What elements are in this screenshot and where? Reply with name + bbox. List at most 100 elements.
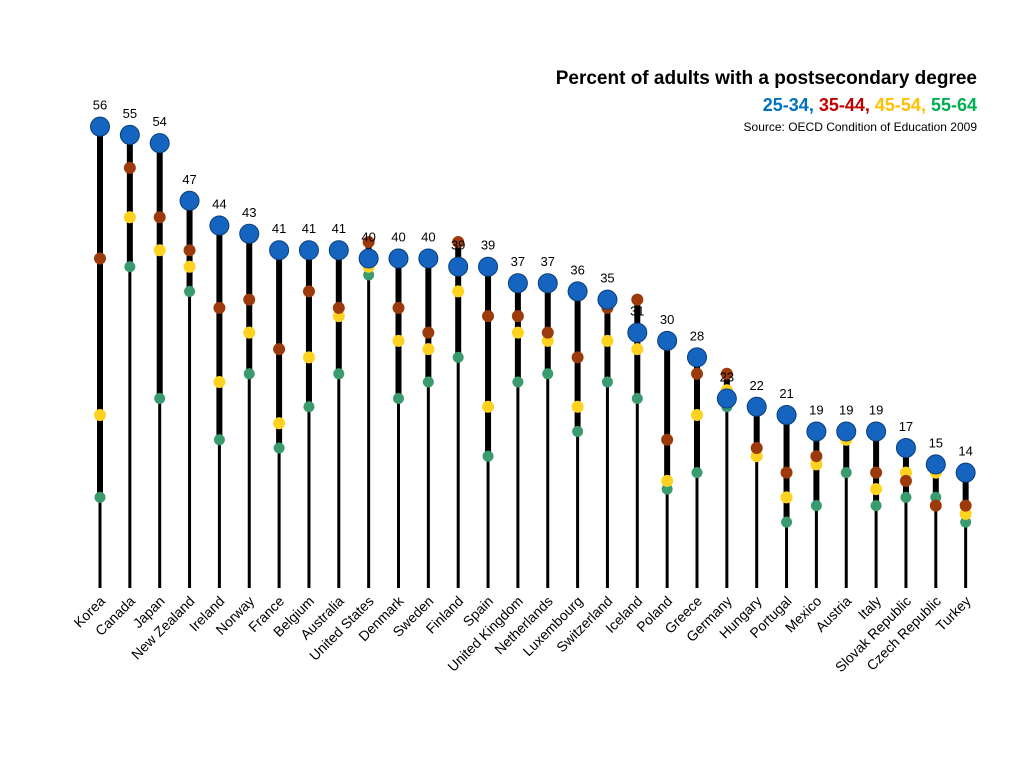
value-label-switzerland: 35 (600, 271, 614, 286)
marker-45-54-canada (123, 211, 136, 224)
marker-45-54-italy (870, 483, 883, 496)
marker-25-34-united-states (358, 248, 379, 269)
value-label-slovak-republic: 17 (899, 419, 913, 434)
value-label-sweden: 40 (421, 229, 435, 244)
marker-45-54-australia (332, 310, 345, 323)
marker-35-44-sweden (422, 326, 435, 339)
markers (90, 116, 976, 528)
chart-title: Percent of adults with a postsecondary d… (555, 68, 977, 89)
marker-25-34-poland (657, 330, 678, 351)
marker-25-34-portugal (776, 405, 797, 425)
value-label-greece: 28 (690, 328, 704, 343)
marker-25-34-australia (328, 240, 349, 261)
marker-45-54-korea (94, 409, 106, 421)
value-label-turkey: 14 (958, 444, 972, 459)
legend-item-25-34: 25-34 (762, 95, 809, 115)
marker-25-34-iceland (627, 322, 648, 343)
marker-cap-55-64-united-kingdom (512, 376, 523, 384)
marker-cap-55-64-korea (95, 491, 105, 499)
marker-cap-55-64-luxembourg (572, 425, 583, 433)
value-label-new-zealand: 47 (182, 172, 196, 187)
marker-45-54-ireland (213, 376, 226, 389)
marker-cap-55-64-austria (841, 466, 852, 474)
value-label-luxembourg: 36 (570, 262, 584, 277)
marker-25-34-new-zealand (179, 190, 200, 211)
marker-25-34-slovak-republic (895, 437, 916, 458)
marker-cap-55-64-iceland (632, 392, 643, 400)
marker-45-54-new-zealand (183, 260, 196, 273)
marker-45-54-japan (153, 244, 166, 257)
marker-45-54-mexico (810, 458, 823, 471)
marker-35-44-luxembourg (571, 351, 584, 364)
marker-25-34-hungary (746, 396, 767, 417)
marker-35-44-hungary (750, 441, 763, 454)
marker-35-44-slovak-republic (899, 474, 912, 487)
marker-45-54-greece (691, 409, 703, 421)
marker-25-34-korea (90, 116, 110, 137)
marker-35-44-netherlands (541, 326, 554, 339)
marker-cap-55-64-slovak-republic (900, 491, 911, 499)
marker-cap-55-64-sweden (423, 376, 434, 384)
value-label-spain: 39 (481, 238, 495, 253)
marker-35-44-new-zealand (183, 244, 196, 257)
marker-35-44-finland (452, 236, 465, 248)
marker-45-54-luxembourg (571, 400, 584, 413)
value-label-united-kingdom: 37 (511, 254, 525, 269)
marker-25-34-turkey (955, 462, 976, 483)
stem-lines (97, 126, 969, 588)
marker-cap-55-64-greece (692, 466, 702, 474)
value-label-belgium: 41 (302, 221, 316, 236)
marker-cap-55-64-canada (124, 260, 135, 268)
marker-35-44-greece (691, 367, 703, 380)
marker-cap-55-64-belgium (303, 400, 314, 408)
marker-25-34-switzerland (597, 289, 618, 310)
marker-35-44-japan (153, 211, 166, 224)
chart-title-block: Percent of adults with a postsecondary d… (457, 66, 977, 136)
marker-25-34-luxembourg (567, 281, 588, 302)
value-labels: 56 55 54 47 44 43 41 41 41 40 40 40 39 39 37 37 36 35 31 30… (93, 98, 973, 459)
marker-25-34-greece (687, 347, 707, 368)
marker-35-44-france (273, 343, 286, 356)
marker-45-54-netherlands (541, 334, 554, 347)
marker-35-44-ireland (213, 301, 226, 314)
value-label-united-states: 40 (361, 229, 375, 244)
marker-cap-55-64-japan (154, 392, 165, 400)
value-label-finland: 39 (451, 238, 465, 253)
value-label-poland: 30 (660, 312, 674, 327)
marker-45-54-sweden (422, 343, 435, 356)
marker-45-54-belgium (302, 351, 315, 364)
marker-35-44-mexico (810, 450, 823, 463)
marker-45-54-finland (452, 285, 465, 298)
marker-25-34-germany (716, 388, 737, 409)
marker-35-44-united-kingdom (511, 310, 524, 323)
marker-45-54-poland (661, 474, 674, 487)
marker-45-54-france (273, 417, 286, 430)
value-label-norway: 43 (242, 205, 256, 220)
marker-25-34-norway (239, 223, 260, 244)
marker-25-34-sweden (418, 248, 439, 269)
value-label-france: 41 (272, 221, 286, 236)
value-label-mexico: 19 (809, 402, 823, 417)
marker-cap-55-64-new-zealand (184, 285, 195, 293)
marker-25-34-finland (448, 256, 469, 277)
marker-35-44-korea (94, 252, 106, 265)
marker-45-54-spain (482, 400, 495, 413)
marker-25-34-mexico (806, 421, 827, 442)
marker-25-34-austria (836, 421, 857, 442)
value-label-japan: 54 (152, 114, 166, 129)
marker-35-44-czech-republic (929, 499, 942, 512)
marker-cap-55-64-denmark (393, 392, 404, 400)
marker-45-54-hungary (750, 450, 763, 463)
marker-cap-55-64-mexico (811, 499, 822, 507)
marker-cap-55-64-netherlands (542, 367, 553, 375)
marker-25-34-netherlands (537, 273, 558, 294)
legend-item-45-54: 45-54 (874, 95, 921, 115)
marker-45-54-switzerland (601, 334, 614, 347)
marker-25-34-belgium (298, 240, 319, 261)
marker-cap-55-64-ireland (214, 433, 225, 441)
marker-25-34-france (269, 240, 290, 261)
value-label-netherlands: 37 (541, 254, 555, 269)
marker-cap-55-64-spain (483, 450, 494, 458)
marker-45-54-portugal (780, 491, 793, 504)
